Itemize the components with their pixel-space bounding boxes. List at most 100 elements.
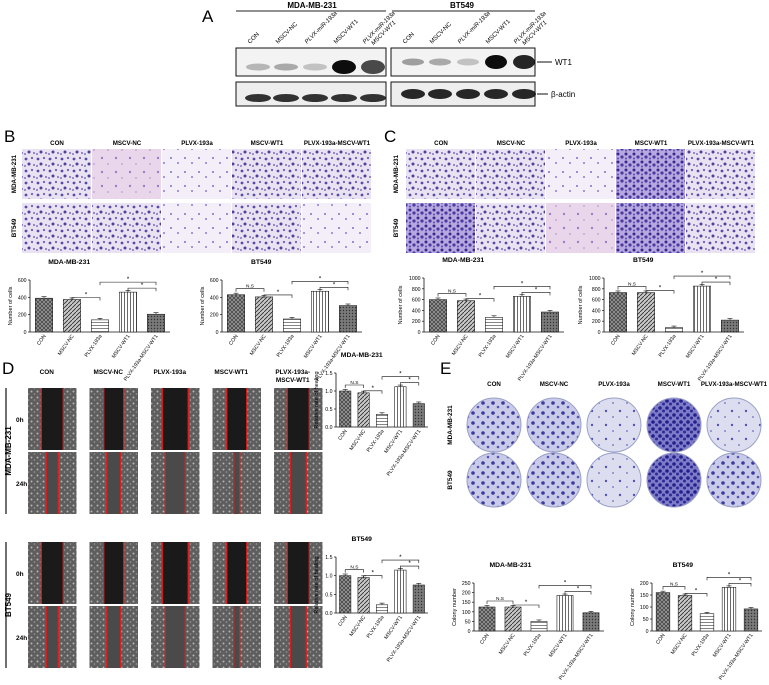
wound-gap (233, 452, 240, 514)
y-tick-label: 200 (592, 319, 601, 325)
bar-chart-b1: MDA-MB-231 0 200 400 600 Number of cells CON MS… (8, 259, 170, 382)
y-tick-label: 600 (412, 298, 421, 304)
bar (721, 319, 739, 333)
colony-plate (646, 397, 702, 453)
column-label: PLVX-193a-MSCV-WT1 (304, 140, 371, 147)
blot-lane-label: CON (247, 32, 261, 46)
colony-plate (586, 452, 642, 508)
y-axis-label: Number of cells (8, 286, 14, 325)
wt1-band (361, 60, 385, 74)
x-tick-label: MSCV-NC (670, 632, 689, 655)
micrograph-image (686, 149, 755, 199)
wound-grid: CON MSCV-NC PLVX-193a MSCV-WT1 PLVX-193a-MSC… (4, 369, 323, 668)
y-tick-label: 0 (216, 330, 219, 336)
y-axis-label: Number of cells (578, 285, 584, 324)
y-tick-label: 50 (465, 619, 471, 625)
significance-label: * (535, 286, 538, 293)
blot-lane-label: MSCV-WT1 (333, 18, 360, 45)
y-tick-label: 200 (210, 313, 219, 319)
significance-bracket (521, 292, 551, 296)
panel-letter-d: D (2, 359, 14, 378)
bar (693, 285, 711, 333)
y-axis-label: Relative rate of healing (314, 371, 320, 428)
row-label: MDA-MB-231 (447, 405, 454, 445)
wt1-band (303, 63, 327, 71)
significance-label: N.S (448, 289, 456, 295)
actin-band (245, 94, 271, 102)
blot-label-actin: β-actin (551, 90, 575, 99)
micrograph-image (546, 203, 615, 253)
bar (375, 414, 389, 428)
actin-band (484, 89, 508, 99)
blot-lane-labels: CON MSCV-NC PLVX-miR-193aMSCV-WT1 PLVX-miR-… (247, 10, 553, 50)
y-tick-label: 400 (412, 308, 421, 314)
wound-gap (46, 452, 59, 514)
bar-chart-c2: BT549 0 200 400 600 800 1000 Number of cells CON… (578, 257, 744, 382)
column-label: MSCV-WT1 (635, 140, 668, 147)
column-label: CON (50, 140, 64, 147)
wound-gap (46, 606, 59, 668)
y-tick-label: 1.5 (325, 371, 332, 377)
micrograph-image (406, 203, 475, 253)
chart-title: MDA-MB-231 (442, 257, 484, 264)
wt1-band (332, 60, 356, 74)
column-label: PLVX-193a- (275, 369, 310, 376)
significance-bracket (437, 293, 467, 297)
column-label: PLVX-193a-MSCV-WT1 (701, 381, 768, 388)
significance-label: * (521, 280, 524, 287)
significance-bracket (344, 569, 364, 573)
bar (478, 606, 496, 632)
panel-letter-a: A (202, 7, 214, 26)
y-tick-label: 800 (412, 287, 421, 293)
y-tick-label: 200 (412, 319, 421, 325)
significance-label: * (372, 385, 375, 392)
significance-bracket (319, 286, 349, 291)
significance-bracket (486, 600, 514, 604)
x-tick-label: MSCV-WT1 (548, 633, 569, 659)
bar (582, 612, 600, 632)
bar-chart-e1: MDA-MB-231 0 50 100 150 200 250 Colony number CO… (452, 562, 604, 681)
x-tick-label: PLVX-193a (84, 334, 104, 359)
significance-bracket (673, 275, 731, 280)
bar (339, 305, 357, 333)
x-tick-label: PLVX-193a (691, 633, 711, 658)
blot-lane-label: PLVX-miR-193aMSCV-WT1 (513, 10, 553, 50)
actin-band (428, 89, 452, 99)
significance-bracket (400, 565, 420, 570)
bar (429, 299, 447, 333)
blot-lane-label: MSCV-NC (429, 21, 453, 45)
x-tick-label: MSCV-NC (349, 428, 368, 451)
significance-bracket (617, 286, 647, 290)
x-tick-label: MSCV-WT1 (685, 334, 706, 360)
bar (699, 613, 715, 632)
bar (227, 294, 245, 333)
micrograph-image (616, 203, 685, 253)
colony-plate (706, 452, 762, 508)
wound-gap (103, 388, 124, 450)
y-axis-label: Colony number (630, 588, 636, 626)
micrograph-image (22, 203, 91, 253)
significance-label: * (333, 281, 336, 288)
x-tick-label: PLVX-193a (478, 334, 498, 359)
significance-label: * (141, 282, 144, 289)
significance-bracket (400, 382, 420, 386)
significance-label: * (695, 587, 698, 594)
significance-label: * (564, 579, 567, 586)
column-label: PLVX-193a (565, 140, 597, 147)
time-label: 24h (16, 481, 27, 488)
transwell-grid-c: CON MSCV-NC PLVX-193a MSCV-WT1 PLVX-193a-MSC… (393, 140, 755, 253)
bar (119, 291, 137, 333)
blot-lane-label: MSCV-WT1 (485, 18, 512, 45)
time-label: 24h (16, 635, 27, 642)
bar (147, 313, 165, 333)
significance-bracket (291, 280, 349, 285)
colony-plate (706, 397, 762, 453)
bar (339, 390, 352, 428)
x-tick-label: MSCV-NC (57, 333, 76, 356)
row-label: MDA-MB-231 (11, 154, 18, 193)
y-tick-label: 0.0 (325, 611, 332, 617)
x-tick-label: PLVX-193a-MSCV-WT1 (386, 615, 423, 664)
micrograph-image (22, 149, 91, 199)
